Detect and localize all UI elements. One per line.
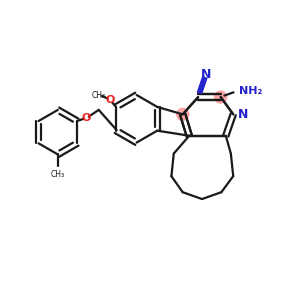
Text: CH₃: CH₃: [92, 91, 106, 100]
Text: N: N: [201, 68, 211, 81]
Text: O: O: [81, 113, 91, 123]
Circle shape: [215, 91, 227, 103]
Text: N: N: [237, 108, 248, 121]
Text: O: O: [105, 95, 115, 105]
Text: NH₂: NH₂: [238, 85, 262, 96]
Circle shape: [177, 108, 189, 120]
Text: CH₃: CH₃: [51, 170, 65, 179]
